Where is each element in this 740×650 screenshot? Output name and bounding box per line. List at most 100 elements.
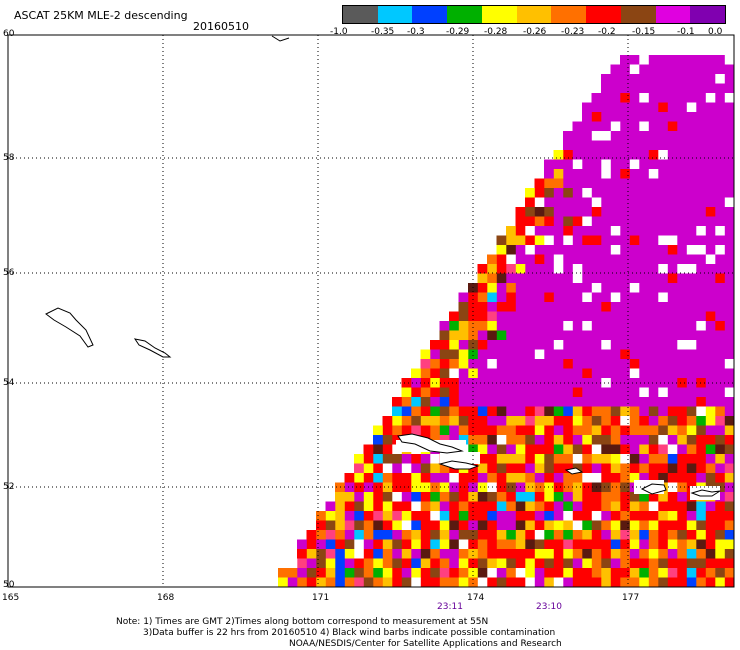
data-cell: [648, 549, 659, 559]
data-cell: [506, 349, 516, 360]
data-cell: [458, 511, 469, 521]
data-cell: [629, 197, 640, 208]
data-cell: [591, 264, 602, 274]
data-cell: [715, 321, 725, 331]
data-cell: [677, 188, 687, 198]
data-cell: [487, 359, 497, 369]
data-cell: [506, 378, 516, 388]
data-cell: [506, 558, 516, 569]
data-cell: [544, 568, 554, 578]
data-cell: [563, 577, 573, 588]
data-cell: [515, 273, 526, 284]
data-cell: [648, 292, 659, 303]
data-cell: [667, 397, 678, 407]
data-cell: [705, 321, 716, 331]
data-cell: [335, 530, 345, 540]
data-cell: [515, 283, 526, 293]
data-cell: [325, 558, 336, 569]
data-cell: [582, 245, 592, 255]
data-cell: [572, 435, 583, 445]
data-cell: [610, 254, 621, 265]
data-cell: [591, 273, 602, 284]
data-cell: [544, 368, 554, 379]
data-cell: [724, 416, 735, 426]
data-cell: [686, 473, 697, 483]
data-cell: [667, 283, 678, 293]
data-cell: [658, 511, 668, 521]
data-cell: [591, 216, 602, 227]
data-cell: [677, 150, 687, 160]
data-cell: [439, 406, 450, 417]
data-cell: [715, 378, 725, 388]
data-cell: [572, 378, 583, 388]
data-cell: [620, 150, 630, 160]
longitude-label: 177: [622, 593, 640, 603]
data-cell: [487, 397, 497, 407]
data-cell: [411, 558, 421, 569]
data-cell: [677, 501, 687, 512]
data-cell: [563, 359, 573, 369]
latitude-label: 58: [3, 153, 15, 163]
data-cell: [610, 568, 621, 578]
data-cell: [724, 435, 735, 445]
data-cell: [648, 501, 659, 512]
data-cell: [648, 159, 659, 170]
data-cell: [686, 416, 697, 426]
data-cell: [506, 273, 516, 284]
data-cell: [639, 169, 649, 179]
data-cell: [582, 397, 592, 407]
data-cell: [696, 302, 706, 312]
data-cell: [477, 264, 488, 274]
data-cell: [696, 311, 706, 322]
data-cell: [553, 245, 564, 255]
data-cell: [411, 387, 421, 398]
data-cell: [620, 93, 630, 103]
data-cell: [639, 102, 649, 113]
data-cell: [677, 359, 687, 369]
data-cell: [401, 568, 412, 578]
data-cell: [382, 463, 393, 474]
data-cell: [620, 454, 630, 464]
data-cell: [591, 539, 602, 550]
data-cell: [458, 568, 469, 578]
data-cell: [724, 444, 735, 455]
data-cell: [525, 492, 535, 502]
data-cell: [696, 121, 706, 132]
data-cell: [639, 520, 649, 531]
data-cell: [354, 492, 364, 502]
data-cell: [724, 568, 735, 578]
data-cell: [620, 226, 630, 236]
data-cell: [534, 501, 545, 512]
data-cell: [297, 577, 307, 588]
data-cell: [686, 245, 697, 255]
data-cell: [601, 577, 611, 588]
data-cell: [449, 387, 459, 398]
data-cell: [553, 159, 564, 170]
data-cell: [601, 178, 611, 189]
colorbar-swatch: [516, 6, 552, 23]
data-cell: [553, 340, 564, 350]
data-cell: [544, 207, 554, 217]
data-cell: [724, 102, 735, 113]
data-cell: [468, 302, 478, 312]
data-cell: [705, 539, 716, 550]
data-cell: [639, 530, 649, 540]
data-cell: [515, 530, 526, 540]
data-cell: [544, 530, 554, 540]
data-cell: [563, 254, 573, 265]
data-cell: [420, 558, 431, 569]
data-cell: [648, 435, 659, 445]
data-cell: [667, 102, 678, 113]
data-cell: [601, 112, 611, 122]
data-cell: [620, 140, 630, 151]
data-cell: [458, 549, 469, 559]
longitude-label: 168: [157, 593, 175, 603]
data-cell: [667, 406, 678, 417]
data-cell: [591, 549, 602, 559]
data-cell: [715, 112, 725, 122]
data-cell: [658, 178, 668, 189]
data-cell: [591, 463, 602, 474]
data-cell: [639, 131, 649, 141]
data-cell: [525, 311, 535, 322]
data-cell: [591, 501, 602, 512]
